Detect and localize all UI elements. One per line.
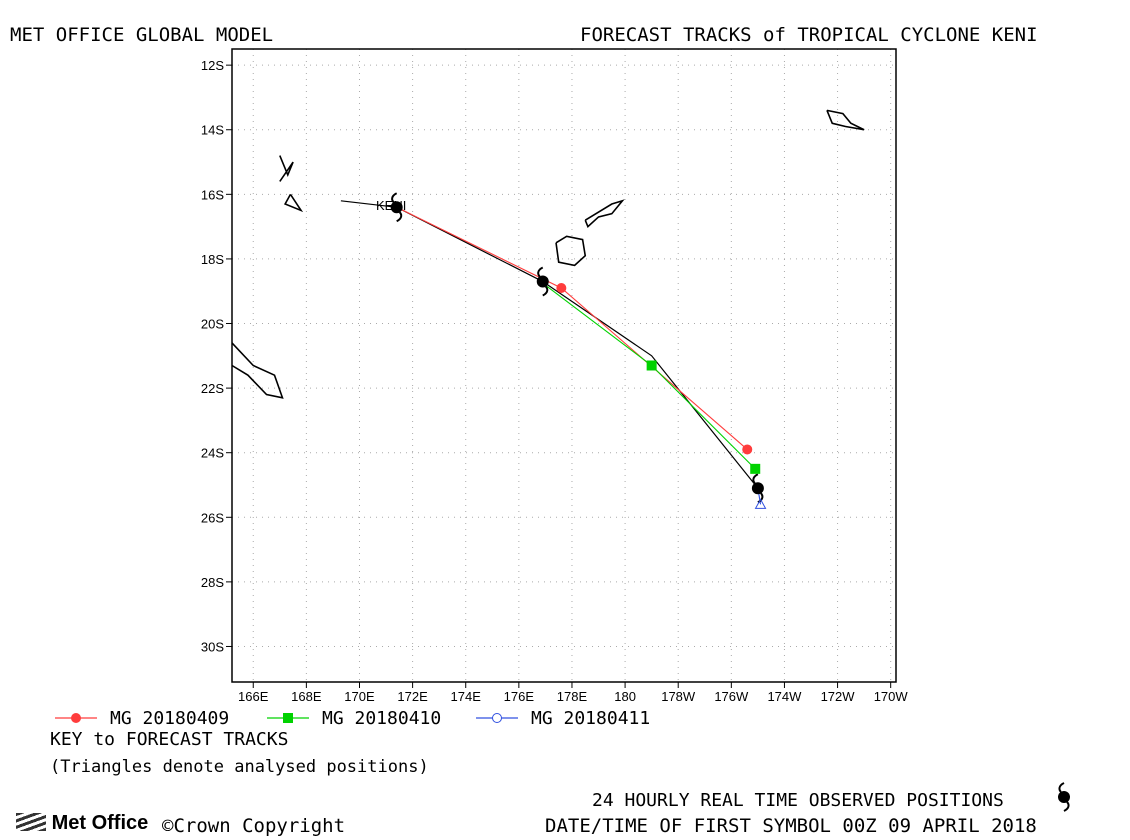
observed-position-swirl bbox=[537, 266, 544, 278]
y-tick-label: 18S bbox=[201, 252, 224, 267]
y-tick-label: 30S bbox=[201, 639, 224, 654]
axis-ticks: 12S 14S 16S 18S 20S 22S 24S 26S 28S 30S 166E 168E 17… bbox=[201, 58, 909, 704]
island-coastline bbox=[555, 235, 587, 267]
x-tick-label: 172E bbox=[397, 689, 428, 704]
legend-marker bbox=[283, 713, 293, 723]
x-tick-label: 176E bbox=[504, 689, 535, 704]
y-tick-label: 24S bbox=[201, 446, 224, 461]
island-coastline bbox=[283, 193, 304, 213]
legend-item: MG 20180410 bbox=[267, 708, 441, 729]
analysed-position-triangle bbox=[754, 498, 767, 509]
x-tick-label: 170E bbox=[344, 689, 375, 704]
x-tick-label: 172W bbox=[821, 689, 856, 704]
key-title: KEY to FORECAST TRACKS bbox=[50, 729, 289, 750]
observed-position-swirl bbox=[752, 473, 759, 484]
y-tick-label: 14S bbox=[201, 123, 224, 138]
x-tick-label: 166E bbox=[238, 689, 269, 704]
x-tick-label: 178W bbox=[661, 689, 696, 704]
island-coastline bbox=[584, 199, 625, 228]
coastlines bbox=[231, 109, 865, 399]
x-tick-label: 180 bbox=[614, 689, 636, 704]
x-tick-label: 168E bbox=[291, 689, 322, 704]
right-title: FORECAST TRACKS of TROPICAL CYCLONE KENI bbox=[580, 24, 1038, 46]
y-tick-label: 26S bbox=[201, 510, 224, 525]
observed-positions-label: 24 HOURLY REAL TIME OBSERVED POSITIONS bbox=[592, 790, 1004, 811]
forecast-point-circle bbox=[556, 282, 567, 293]
datetime-label: DATE/TIME OF FIRST SYMBOL 00Z 09 APRIL 2… bbox=[545, 815, 1037, 837]
met-office-logo-icon bbox=[16, 813, 46, 831]
y-tick-label: 20S bbox=[201, 317, 224, 332]
forecast-track-line bbox=[542, 282, 756, 470]
y-tick-label: 12S bbox=[201, 58, 224, 73]
legend-marker bbox=[71, 713, 81, 723]
observed-track-line bbox=[340, 200, 759, 489]
storm-label: KENI bbox=[376, 198, 406, 213]
left-title: MET OFFICE GLOBAL MODEL bbox=[10, 24, 274, 46]
met-office-logo-text: Met Office bbox=[51, 812, 149, 834]
observed-position-swirl bbox=[542, 285, 549, 297]
grid-lines bbox=[232, 49, 896, 682]
legend-label: MG 20180410 bbox=[322, 708, 441, 729]
observed-position-swirl bbox=[391, 192, 398, 203]
island-coastline bbox=[231, 342, 284, 399]
legend-item: MG 20180409 bbox=[55, 708, 229, 729]
observed-position-symbol bbox=[751, 473, 764, 504]
observed-position-dot bbox=[390, 201, 403, 214]
met-office-logo: Met Office bbox=[16, 812, 148, 835]
legend-item: MG 20180411 bbox=[476, 708, 650, 729]
legend-label: MG 20180411 bbox=[531, 708, 650, 729]
y-tick-label: 28S bbox=[201, 575, 224, 590]
observed-position-dot bbox=[536, 275, 549, 288]
tracks bbox=[340, 200, 762, 505]
x-tick-label: 174W bbox=[767, 689, 802, 704]
key-note: (Triangles denote analysed positions) bbox=[50, 757, 429, 777]
observed-position-symbol bbox=[536, 266, 549, 297]
x-tick-label: 178E bbox=[557, 689, 588, 704]
y-tick-label: 16S bbox=[201, 187, 224, 202]
legend-marker bbox=[492, 713, 502, 723]
legend-label: MG 20180409 bbox=[110, 708, 229, 729]
cyclone-icon bbox=[1058, 782, 1070, 812]
legend: MG 20180409 MG 20180410 MG 20180411 bbox=[55, 708, 650, 729]
plot-frame bbox=[231, 48, 897, 683]
track-symbols bbox=[390, 192, 767, 509]
island-coastline bbox=[279, 155, 294, 182]
y-tick-label: 22S bbox=[201, 381, 224, 396]
forecast-point-square bbox=[750, 463, 761, 474]
x-tick-label: 176W bbox=[714, 689, 749, 704]
forecast-point-circle bbox=[742, 444, 753, 455]
forecast-track-line bbox=[396, 206, 748, 450]
observed-position-dot bbox=[751, 482, 764, 495]
island-coastline bbox=[826, 109, 865, 131]
x-tick-label: 174E bbox=[451, 689, 482, 704]
observed-position-symbol bbox=[390, 192, 403, 223]
forecast-point-square bbox=[646, 360, 657, 371]
x-tick-label: 170W bbox=[874, 689, 909, 704]
copyright-text: ©Crown Copyright bbox=[162, 815, 346, 837]
observed-position-swirl bbox=[396, 211, 403, 223]
